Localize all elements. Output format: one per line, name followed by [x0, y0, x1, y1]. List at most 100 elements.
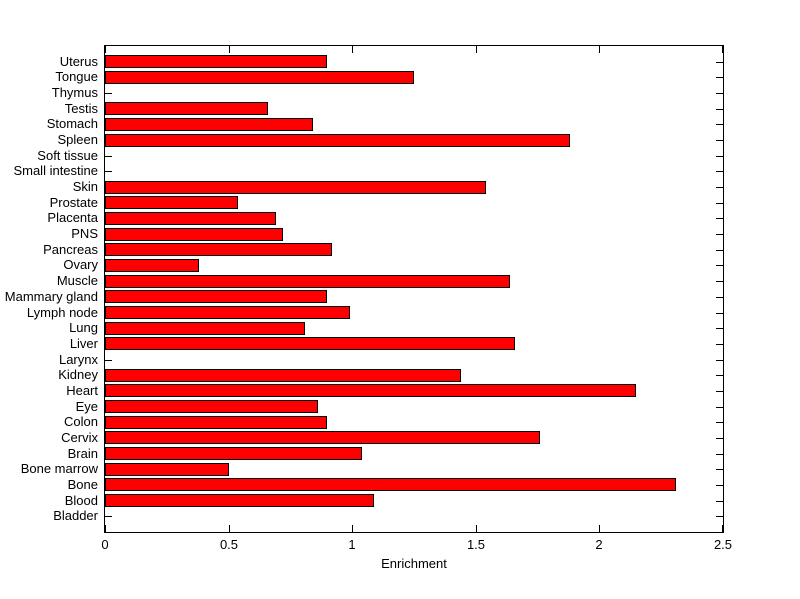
bar-skin: [105, 181, 486, 194]
y-tick-right: [716, 407, 723, 408]
bar-mammary-gland: [105, 290, 327, 303]
y-tick-right: [716, 485, 723, 486]
ytick-label-soft-tissue: Soft tissue: [37, 148, 98, 163]
y-tick-right: [716, 297, 723, 298]
bar-placenta: [105, 212, 276, 225]
ytick-label-muscle: Muscle: [56, 273, 98, 288]
ytick-label-small-intestine: Small intestine: [13, 163, 98, 178]
y-tick-left: [105, 516, 112, 517]
ytick-label-liver: Liver: [69, 336, 98, 351]
y-tick-right: [716, 438, 723, 439]
x-tick-top: [229, 46, 230, 53]
bar-muscle: [105, 275, 510, 288]
y-tick-right: [716, 375, 723, 376]
ytick-label-placenta: Placenta: [47, 210, 98, 225]
plot-area: [104, 45, 724, 533]
y-tick-right: [716, 234, 723, 235]
bar-eye: [105, 400, 318, 413]
x-tick-top: [105, 46, 106, 53]
bar-colon: [105, 416, 327, 429]
bar-spleen: [105, 134, 570, 147]
ytick-label-prostate: Prostate: [49, 195, 98, 210]
y-tick-left: [105, 156, 112, 157]
y-tick-right: [716, 328, 723, 329]
ytick-label-cervix: Cervix: [61, 430, 98, 445]
y-tick-right: [716, 218, 723, 219]
y-tick-right: [716, 501, 723, 502]
ytick-label-stomach: Stomach: [46, 116, 98, 131]
y-tick-right: [716, 516, 723, 517]
ytick-label-spleen: Spleen: [57, 132, 98, 147]
ytick-label-larynx: Larynx: [58, 352, 98, 367]
ytick-label-pancreas: Pancreas: [43, 242, 98, 257]
bar-lymph-node: [105, 306, 350, 319]
x-tick-top: [476, 46, 477, 53]
bar-cervix: [105, 431, 540, 444]
bar-kidney: [105, 369, 461, 382]
bar-prostate: [105, 196, 238, 209]
ytick-label-colon: Colon: [64, 414, 98, 429]
ytick-label-uterus: Uterus: [59, 54, 98, 69]
ytick-label-lymph-node: Lymph node: [26, 305, 98, 320]
ytick-label-ovary: Ovary: [63, 257, 98, 272]
y-tick-right: [716, 171, 723, 172]
y-tick-right: [716, 62, 723, 63]
y-tick-right: [716, 109, 723, 110]
ytick-label-brain: Brain: [67, 446, 98, 461]
ytick-label-tongue: Tongue: [55, 69, 98, 84]
bar-tongue: [105, 71, 414, 84]
x-tick-bottom: [722, 525, 723, 532]
ytick-label-eye: Eye: [75, 399, 98, 414]
ytick-label-heart: Heart: [66, 383, 98, 398]
ytick-label-mammary-gland: Mammary gland: [4, 289, 98, 304]
x-tick-top: [352, 46, 353, 53]
y-tick-right: [716, 140, 723, 141]
ytick-label-pns: PNS: [71, 226, 98, 241]
y-tick-right: [716, 360, 723, 361]
x-tick-bottom: [352, 525, 353, 532]
ytick-label-thymus: Thymus: [51, 85, 98, 100]
bar-testis: [105, 102, 268, 115]
x-tick-top: [599, 46, 600, 53]
y-tick-left: [105, 93, 112, 94]
ytick-label-testis: Testis: [64, 101, 98, 116]
bar-pancreas: [105, 243, 332, 256]
xtick-label-0: 0: [101, 537, 109, 552]
y-tick-right: [716, 313, 723, 314]
y-tick-right: [716, 203, 723, 204]
plot-inner: [105, 46, 723, 532]
ytick-label-blood: Blood: [64, 493, 98, 508]
xtick-label-2-5: 2.5: [713, 537, 733, 552]
x-tick-bottom: [229, 525, 230, 532]
y-tick-right: [716, 187, 723, 188]
xtick-label-0-5: 0.5: [219, 537, 239, 552]
bar-stomach: [105, 118, 313, 131]
y-tick-right: [716, 344, 723, 345]
ytick-label-bone: Bone: [67, 477, 98, 492]
x-tick-bottom: [599, 525, 600, 532]
ytick-label-bone-marrow: Bone marrow: [20, 461, 98, 476]
ytick-label-lung: Lung: [69, 320, 98, 335]
y-tick-right: [716, 454, 723, 455]
ytick-label-bladder: Bladder: [53, 508, 98, 523]
xtick-label-1-5: 1.5: [466, 537, 486, 552]
bar-liver: [105, 337, 515, 350]
x-axis-title: Enrichment: [381, 556, 447, 571]
bar-lung: [105, 322, 305, 335]
y-tick-right: [716, 469, 723, 470]
bar-blood: [105, 494, 374, 507]
bar-uterus: [105, 55, 327, 68]
bar-pns: [105, 228, 283, 241]
ytick-label-skin: Skin: [72, 179, 98, 194]
y-tick-left: [105, 360, 112, 361]
xtick-label-2: 2: [595, 537, 603, 552]
y-tick-right: [716, 93, 723, 94]
y-tick-right: [716, 391, 723, 392]
xtick-label-1: 1: [348, 537, 356, 552]
ytick-label-kidney: Kidney: [58, 367, 98, 382]
x-tick-top: [722, 46, 723, 53]
bar-bone-marrow: [105, 463, 229, 476]
y-tick-right: [716, 281, 723, 282]
bar-bone: [105, 478, 676, 491]
